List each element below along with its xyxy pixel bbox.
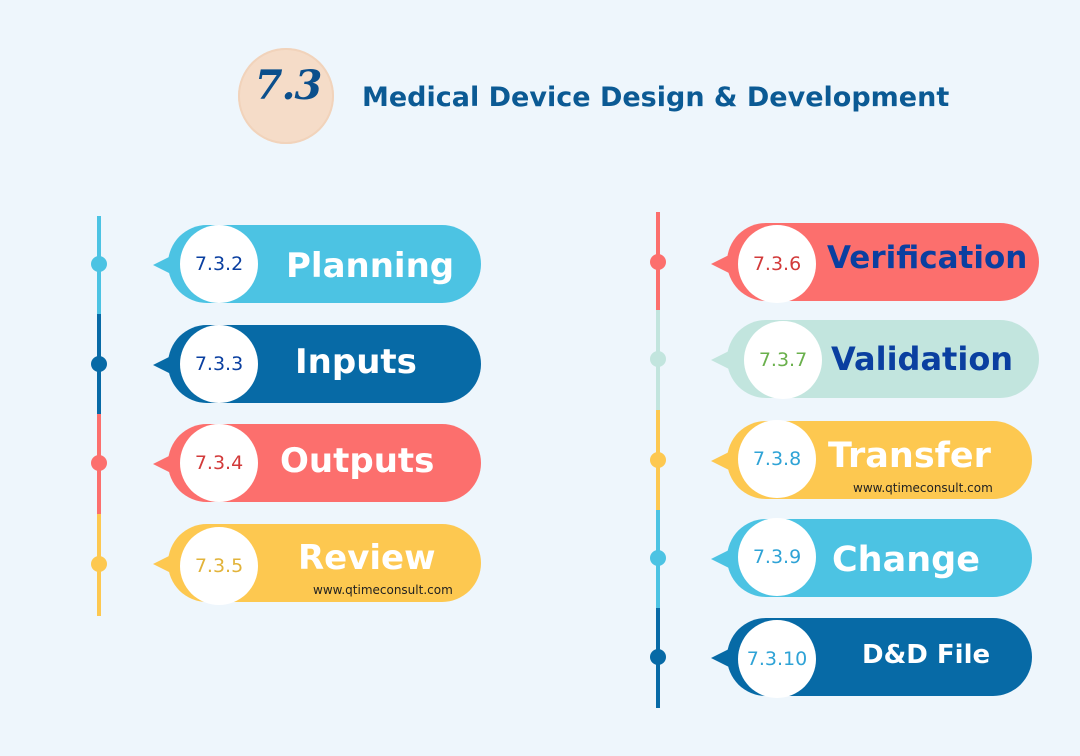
step-number: 7.3.6 [738,225,816,303]
step-number: 7.3.9 [738,518,816,596]
timeline-dot [650,550,666,566]
step-label: Review [298,538,436,578]
timeline-dot [91,256,107,272]
step-label: Transfer [828,436,991,476]
watermark-text: www.qtimeconsult.com [313,583,453,597]
step-label: Change [832,540,980,580]
step-number: 7.3.4 [180,424,258,502]
step-number: 7.3.7 [744,321,822,399]
timeline-dot [91,455,107,471]
step-label: Verification [827,240,1028,276]
timeline-dot [91,556,107,572]
timeline-dot [91,356,107,372]
section-badge [238,48,334,144]
step-number: 7.3.10 [738,620,816,698]
timeline-dot [650,351,666,367]
step-number: 7.3.5 [180,527,258,605]
timeline-dot [650,452,666,468]
step-number: 7.3.8 [738,420,816,498]
section-number: 7.3 [254,62,323,109]
step-number: 7.3.3 [180,325,258,403]
timeline-dot [650,649,666,665]
watermark-text: www.qtimeconsult.com [853,481,993,495]
step-label: Validation [831,340,1014,378]
step-label: Inputs [295,342,417,382]
page-title: Medical Device Design & Development [362,82,950,113]
header: 7.3 Medical Device Design & Development [0,0,1080,150]
step-number: 7.3.2 [180,225,258,303]
step-label: Planning [286,246,455,286]
step-label: D&D File [862,640,991,670]
step-label: Outputs [280,441,435,481]
timeline-dot [650,254,666,270]
